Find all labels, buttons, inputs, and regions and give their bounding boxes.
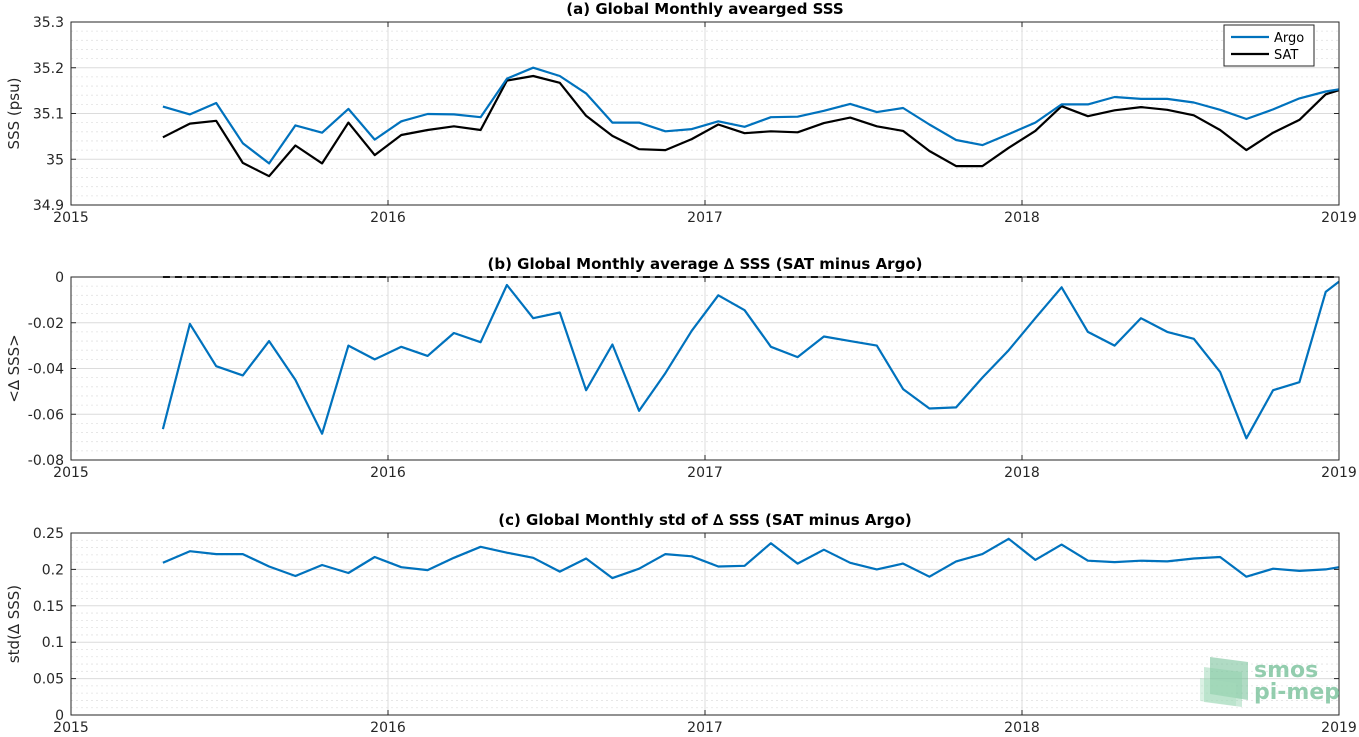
- panel-a: 2015 2016 2017 2018 2019 34.9 35 35.1 35.2 35.3 (a…: [5, 0, 1357, 226]
- panel-b: 2015 2016 2017 2018 2019 -0.08 -0.06 -0.04 -0.02…: [5, 255, 1357, 481]
- x-tick-label: 2019: [1321, 465, 1357, 481]
- y-tick-label: 0.05: [33, 672, 64, 688]
- y-tick-label: 35.1: [33, 107, 64, 123]
- x-tick-label: 2019: [1321, 720, 1357, 736]
- y-tick-label: 0.25: [33, 526, 64, 542]
- x-tick-label: 2015: [53, 720, 89, 736]
- x-tick-label: 2018: [1004, 210, 1040, 226]
- y-tick-label: -0.02: [28, 316, 64, 332]
- x-tick-label: 2016: [370, 465, 406, 481]
- y-tick-label: 35.3: [33, 15, 64, 31]
- y-tick-label: -0.08: [28, 453, 64, 469]
- series-line-delta-sss: [161, 280, 1340, 440]
- y-tick-label: -0.04: [28, 362, 64, 378]
- x-tick-label: 2017: [687, 465, 723, 481]
- chart-title: (a) Global Monthly avearged SSS: [566, 0, 843, 18]
- logo-line2: pi-mep: [1254, 680, 1340, 705]
- series-line-sat: [162, 74, 1340, 178]
- series-line-argo: [162, 66, 1340, 165]
- y-tick-label: 0: [55, 270, 64, 286]
- x-tick-label: 2015: [53, 465, 89, 481]
- x-tick-label: 2019: [1321, 210, 1357, 226]
- legend-label-sat: SAT: [1274, 48, 1298, 63]
- y-axis-label: SSS (psu): [5, 78, 23, 150]
- y-tick-label: 0.2: [42, 562, 64, 578]
- chart-title: (c) Global Monthly std of ∆ SSS (SAT min…: [498, 511, 912, 529]
- x-tick-label: 2016: [370, 210, 406, 226]
- y-axis-label: <∆ SSS>: [5, 334, 23, 403]
- series-line-delta-sss: [162, 537, 1340, 580]
- smos-pi-mep-logo: smos pi-mep: [1200, 657, 1340, 707]
- y-tick-label: 0.15: [33, 599, 64, 615]
- chart-title: (b) Global Monthly average ∆ SSS (SAT mi…: [488, 255, 923, 273]
- logo-mark-icon: [1200, 657, 1248, 707]
- y-tick-label: 35: [46, 152, 64, 168]
- x-tick-label: 2018: [1004, 720, 1040, 736]
- y-tick-label: 34.9: [33, 198, 64, 214]
- y-tick-label: 0.1: [42, 635, 64, 651]
- x-tick-label: 2017: [687, 720, 723, 736]
- grid: [70, 532, 1340, 716]
- y-axis-label: std(∆ SSS): [5, 585, 23, 663]
- x-tick-label: 2015: [53, 210, 89, 226]
- y-tick-label: 0: [55, 708, 64, 724]
- x-tick-label: 2016: [370, 720, 406, 736]
- legend: Argo SAT: [1223, 24, 1315, 67]
- legend-box: [1223, 24, 1315, 67]
- legend-label-argo: Argo: [1274, 31, 1304, 46]
- logo-line1: smos: [1254, 658, 1318, 683]
- y-tick-label: 35.2: [33, 61, 64, 77]
- x-tick-label: 2018: [1004, 465, 1040, 481]
- panel-c: 2015 2016 2017 2018 2019 0 0.05 0.1 0.15 0.2 0.25 (…: [5, 511, 1357, 736]
- x-tick-label: 2017: [687, 210, 723, 226]
- y-tick-label: -0.06: [28, 407, 64, 423]
